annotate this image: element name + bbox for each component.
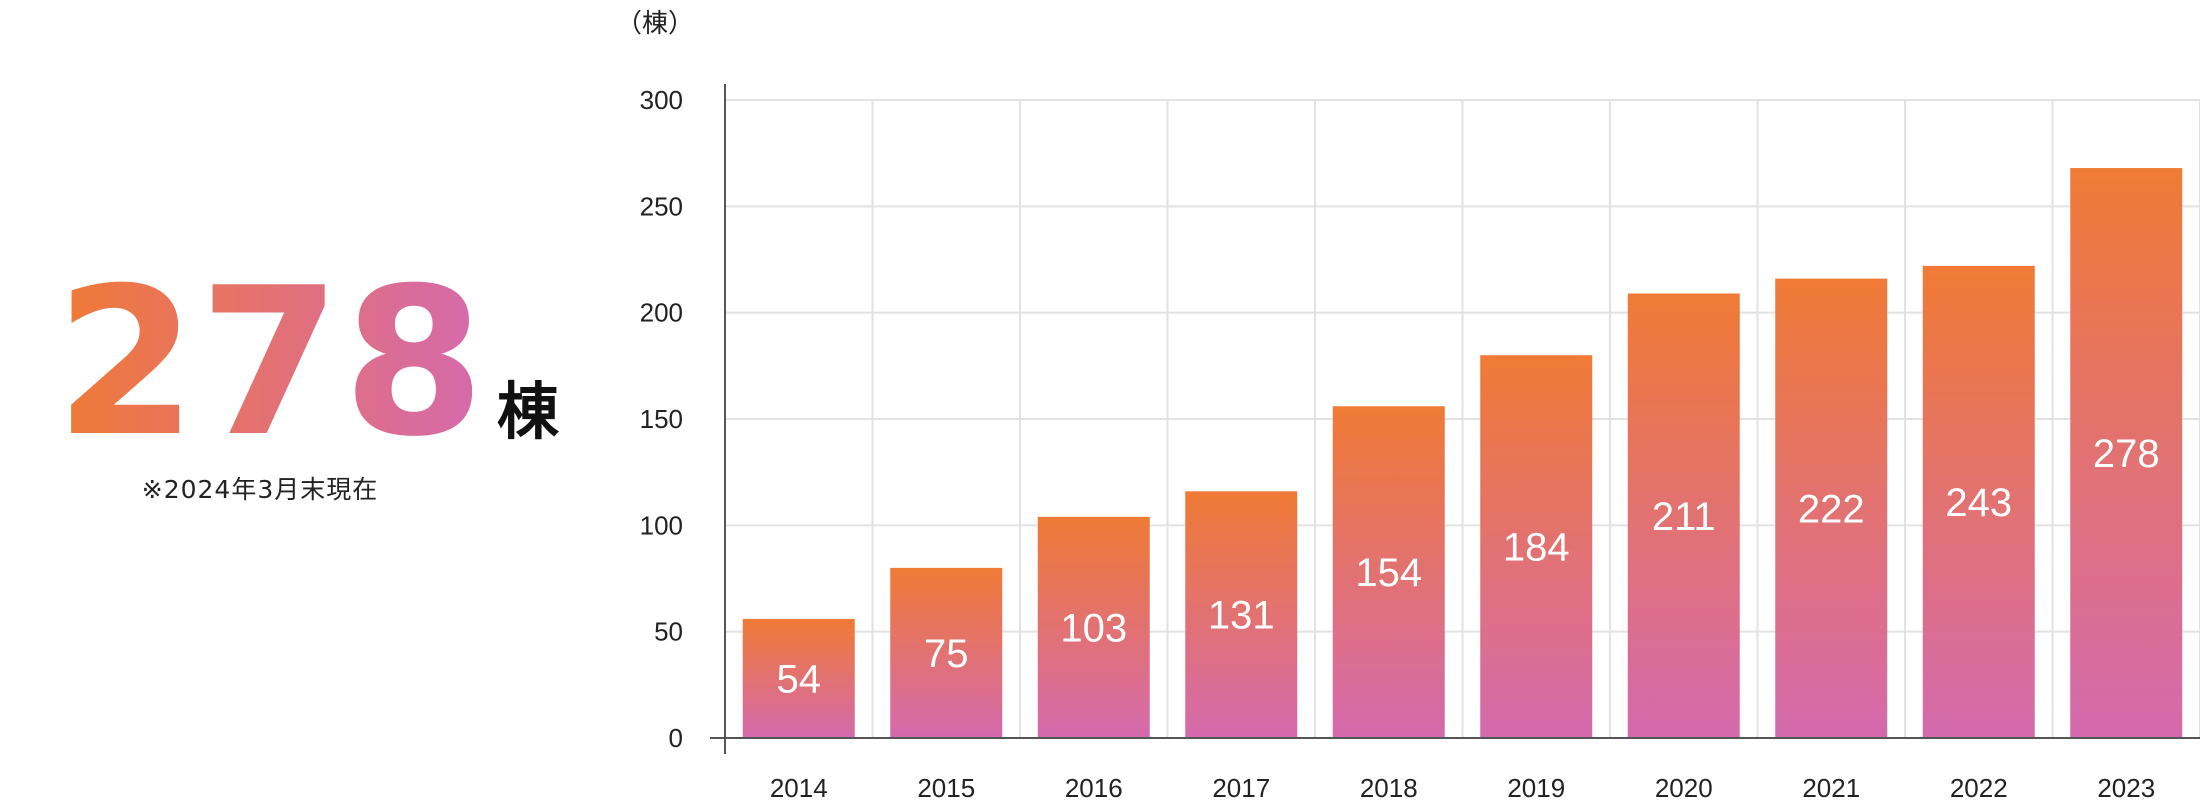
x-tick-label-2021: 2021 <box>1802 773 1860 803</box>
x-tick-label-2016: 2016 <box>1065 773 1123 803</box>
as-of-note: ※2024年3月末現在 <box>141 475 379 504</box>
y-tick-label-0: 0 <box>669 723 683 753</box>
total-count-unit: 棟 <box>496 375 559 448</box>
total-count: 278 棟 <box>55 262 559 466</box>
x-tick-label-2018: 2018 <box>1360 773 1418 803</box>
bar-2018 <box>1332 406 1445 738</box>
bar-value-label-2016: 103 <box>1060 606 1127 650</box>
chart-labels: 0 50 100 150 200 250 300 54 2014 75 2015 103 2016 131… <box>616 9 2160 803</box>
bar-2019 <box>1480 355 1593 738</box>
chart-axes <box>710 84 2200 754</box>
bar-value-label-2021: 222 <box>1798 487 1865 531</box>
bar-value-label-2014: 54 <box>777 657 822 701</box>
y-tick-label-200: 200 <box>640 298 683 328</box>
x-tick-label-2014: 2014 <box>770 773 828 803</box>
y-tick-label-250: 250 <box>640 191 683 221</box>
summary-panel: 278 棟 ※2024年3月末現在 <box>0 0 580 808</box>
bar-value-label-2022: 243 <box>1945 481 2012 525</box>
total-count-value: 278 <box>55 245 487 482</box>
bar-value-label-2020: 211 <box>1652 495 1716 539</box>
x-tick-label-2023: 2023 <box>2097 773 2155 803</box>
y-axis-unit-label: （棟） <box>616 9 694 39</box>
bar-value-label-2019: 184 <box>1503 526 1570 570</box>
bar-2022 <box>1922 265 2035 738</box>
bar-2017 <box>1185 491 1298 738</box>
bar-value-label-2017: 131 <box>1208 594 1275 638</box>
x-tick-label-2020: 2020 <box>1655 773 1713 803</box>
x-tick-label-2019: 2019 <box>1507 773 1565 803</box>
bar-2020 <box>1627 293 1740 738</box>
y-tick-label-100: 100 <box>640 510 683 540</box>
bar-value-label-2023: 278 <box>2093 432 2160 476</box>
x-tick-label-2022: 2022 <box>1950 773 2008 803</box>
bar-2023 <box>2070 168 2183 738</box>
bar-2015 <box>890 567 1003 738</box>
bar-2021 <box>1775 278 1888 738</box>
bar-2014 <box>742 618 855 738</box>
y-tick-label-300: 300 <box>640 85 683 115</box>
chart-bars <box>742 168 2183 738</box>
y-tick-label-150: 150 <box>640 404 683 434</box>
x-tick-label-2017: 2017 <box>1212 773 1270 803</box>
bar-2016 <box>1037 516 1150 738</box>
y-tick-label-50: 50 <box>654 617 683 647</box>
bar-value-label-2015: 75 <box>924 632 969 676</box>
bar-value-label-2018: 154 <box>1355 551 1422 595</box>
x-tick-label-2015: 2015 <box>917 773 975 803</box>
